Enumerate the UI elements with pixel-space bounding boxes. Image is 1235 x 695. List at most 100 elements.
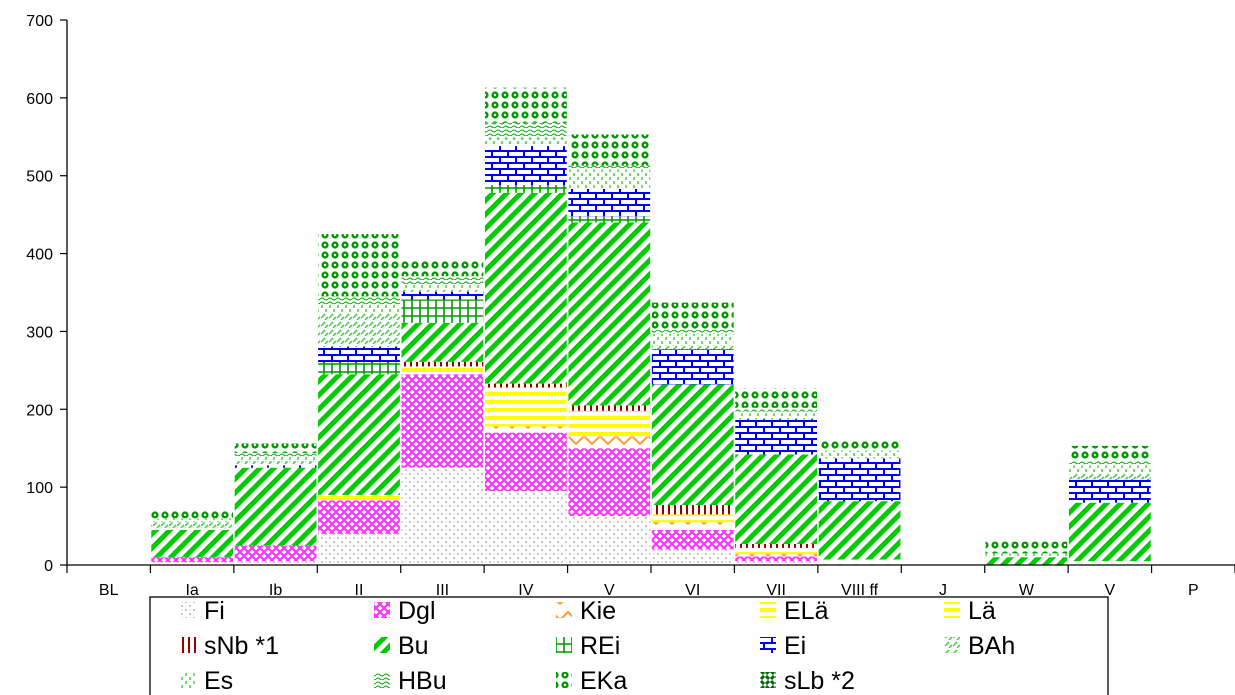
bar-segment-eka-6	[568, 134, 651, 166]
y-tick-label: 200	[26, 402, 53, 419]
x-tick-label: Ib	[269, 582, 282, 599]
bar-segment-dgl-6	[568, 448, 651, 516]
bar-segment-kie-5	[484, 426, 567, 433]
y-tick-label: 600	[26, 91, 53, 108]
bar-segment-es-6	[568, 169, 651, 189]
bar-segment-bu-9	[818, 501, 901, 560]
bar-segment-l--3	[318, 494, 400, 498]
bar-segment-l--8	[735, 547, 818, 551]
bar-segment-fi-9	[818, 563, 901, 565]
bar-segment-bah-2	[234, 461, 317, 466]
legend-swatch	[760, 637, 776, 653]
bar-segment-fi-5	[484, 491, 567, 565]
bar-segment-dgl-2	[234, 545, 317, 562]
legend-label: Kie	[580, 597, 616, 625]
bar-segment-fi-4	[401, 467, 484, 565]
bar-segment-fi-8	[735, 561, 818, 565]
y-tick-label: 0	[44, 558, 53, 575]
y-tick-label: 100	[26, 480, 53, 497]
legend-label: sNb *1	[204, 632, 279, 660]
bar-segment-bu-7	[651, 384, 734, 506]
bar-segment-bah-12	[1068, 473, 1151, 480]
bar-segment-l--7	[651, 514, 734, 519]
bar-segment-bu-5	[484, 192, 567, 384]
x-tick-label: VI	[685, 582, 700, 599]
bar-segment-ei-4	[401, 291, 484, 300]
bar-segment-bu-2	[234, 467, 317, 546]
bar-segment-l--6	[568, 410, 651, 418]
legend-label: ELä	[784, 597, 829, 625]
bar-segment-es-8	[735, 411, 818, 416]
legend-swatch	[760, 602, 776, 618]
bar-segment-es-4	[401, 283, 484, 288]
bar-segment-hbu-7	[651, 329, 734, 334]
bar-segment-rei-4	[401, 299, 484, 323]
bar-segment-eka-9	[818, 438, 901, 451]
legend-swatch	[556, 672, 572, 688]
bar-segment-el--7	[651, 518, 734, 523]
bar-segment-ei-7	[651, 349, 734, 385]
x-tick-label: J	[939, 582, 947, 599]
x-tick-label: II	[355, 582, 364, 599]
bar-segment-hbu-5	[484, 122, 567, 139]
legend-swatch	[180, 672, 196, 688]
legend-swatch	[556, 602, 572, 618]
bar-segment-kie-9	[818, 559, 901, 564]
x-tick-label: VII	[766, 582, 786, 599]
bar-segment-kie-7	[651, 522, 734, 530]
legend-swatch	[944, 602, 960, 618]
bar-segment-eka-5	[484, 87, 567, 123]
bar-segment-bu-12	[1068, 502, 1151, 562]
legend-swatch	[556, 637, 572, 653]
bar-segment-bu-6	[568, 222, 651, 406]
bar-segment-ei-8	[735, 419, 818, 455]
bar-segment-es-11	[985, 553, 1068, 558]
legend-label: Ei	[784, 632, 806, 660]
bar-segment-bah-3	[318, 311, 400, 347]
legend-label: HBu	[398, 667, 447, 695]
bar-segment-el--6	[568, 417, 651, 437]
bar-segment-bu-1	[151, 529, 234, 558]
legend-label: Lä	[968, 597, 996, 625]
bar-segment-fi-6	[568, 515, 651, 565]
x-tick-label: Ia	[185, 582, 198, 599]
bar-segment-hbu-3	[318, 296, 400, 305]
bar-segment-snb-1-6	[568, 405, 651, 411]
bar-segment-fi-2	[234, 561, 317, 565]
bar-segment-kie-6	[568, 436, 651, 449]
bar-segment-hbu-12	[1068, 461, 1151, 466]
bar-segment-ei-3	[318, 347, 400, 363]
y-tick-label: 700	[26, 13, 53, 30]
legend-swatch	[374, 637, 390, 653]
y-tick-label: 300	[26, 324, 53, 341]
bar-segment-ei-6	[568, 188, 651, 217]
bar-segment-bu-8	[735, 454, 818, 544]
bar-segment-bah-4	[401, 287, 484, 292]
bar-segment-bah-5	[484, 142, 567, 147]
bar-segment-snb-1-5	[484, 383, 567, 388]
bar-segment-fi-7	[651, 549, 734, 565]
x-tick-label: III	[436, 582, 449, 599]
x-tick-label: P	[1188, 582, 1199, 599]
bar-segment-ei-2	[234, 465, 317, 468]
y-tick-label: 500	[26, 169, 53, 186]
bar-segment-dgl-7	[651, 529, 734, 550]
bar-segment-eka-7	[651, 302, 734, 330]
bar-segment-es-2	[234, 456, 317, 462]
bar-segment-eka-2	[234, 443, 317, 453]
bar-segment-fi-12	[1068, 563, 1151, 565]
bar-segment-rei-6	[568, 216, 651, 223]
bar-segment-ei-9	[818, 458, 901, 502]
bar-segment-snb-1-8	[735, 543, 818, 548]
bar-segment-ei-12	[1068, 479, 1151, 503]
bar-segment-es-3	[318, 304, 400, 312]
x-tick-label: IV	[518, 582, 533, 599]
bar-segment-bah-1	[151, 522, 234, 530]
bar-segment-dgl-1	[151, 557, 234, 562]
legend-label: Bu	[398, 632, 429, 660]
legend-swatch	[944, 637, 960, 653]
bar-segment-el--3	[318, 497, 400, 501]
bar-segment-dgl-4	[401, 374, 484, 468]
